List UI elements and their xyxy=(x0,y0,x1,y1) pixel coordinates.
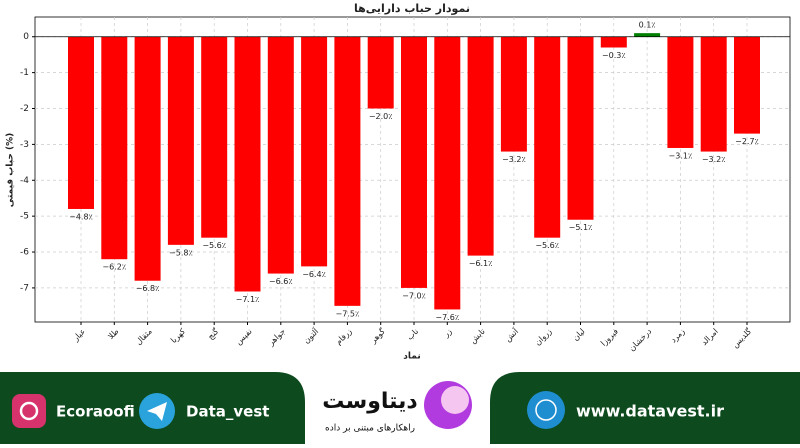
bar xyxy=(68,36,94,209)
instagram-icon xyxy=(12,394,46,428)
web-icon xyxy=(527,391,565,429)
value-label: −3.2٪ xyxy=(502,155,526,164)
value-label: −7.1٪ xyxy=(236,295,260,304)
x-axis-label: نماد xyxy=(403,352,420,362)
value-label: −3.1٪ xyxy=(669,151,693,160)
value-label: −7.5٪ xyxy=(336,309,360,318)
footer: Ecoraoofi Data_vest دیتاوست راهکارهای مب… xyxy=(0,368,800,444)
website: www.datavest.ir xyxy=(576,402,724,421)
bar xyxy=(267,36,294,274)
value-label: 0.1٪ xyxy=(639,21,656,30)
bar xyxy=(167,36,194,245)
bar xyxy=(134,36,161,281)
y-tick-label: -3 xyxy=(20,140,29,150)
web-icon-globe xyxy=(535,399,557,421)
value-label: −7.6٪ xyxy=(435,313,459,322)
bar xyxy=(234,36,261,292)
telegram-handle: Data_vest xyxy=(186,403,269,421)
value-label: −3.2٪ xyxy=(702,155,726,164)
plot-frame xyxy=(34,16,791,323)
footer-right-panel xyxy=(490,372,800,444)
bar xyxy=(667,36,694,148)
value-label: −6.8٪ xyxy=(136,284,160,293)
value-label: −7.0٪ xyxy=(402,291,426,300)
value-label: −5.6٪ xyxy=(202,241,226,250)
instagram-handle: Ecoraoofi xyxy=(56,403,135,421)
value-label: −6.4٪ xyxy=(302,270,326,279)
value-label: −5.6٪ xyxy=(535,241,559,250)
value-label: −2.0٪ xyxy=(369,112,393,121)
value-label: −6.6٪ xyxy=(269,277,293,286)
bar xyxy=(467,36,494,256)
bar xyxy=(700,36,727,152)
bar xyxy=(401,36,427,288)
y-tick-label: -7 xyxy=(20,283,29,293)
y-axis-label: حباب قیمتی (%) xyxy=(6,133,16,208)
brand-tagline: راهکارهای مبتنی بر داده xyxy=(325,424,415,434)
y-tick-label: -6 xyxy=(20,248,29,258)
brand-name: دیتاوست xyxy=(322,389,417,414)
bar xyxy=(567,36,594,220)
bar xyxy=(334,36,361,306)
value-label: −0.3٪ xyxy=(602,51,626,60)
value-label: −4.8٪ xyxy=(69,212,93,221)
value-label: −2.7٪ xyxy=(735,137,759,146)
y-tick-label: -1 xyxy=(20,68,29,78)
bar xyxy=(201,36,228,238)
bar xyxy=(434,36,461,310)
bar xyxy=(600,36,627,48)
bar xyxy=(101,36,128,260)
chart-title: نمودار حباب دارایی‌ها xyxy=(354,2,470,15)
y-tick-label: -2 xyxy=(20,104,29,114)
bar xyxy=(634,33,661,37)
bar xyxy=(367,36,394,109)
value-label: −6.1٪ xyxy=(469,259,493,268)
bar xyxy=(500,36,527,152)
bar xyxy=(301,36,328,267)
y-tick-label: -5 xyxy=(20,212,29,222)
telegram-icon-plane xyxy=(147,402,167,421)
bar xyxy=(534,36,561,238)
y-tick-label: 0 xyxy=(23,32,29,42)
value-label: −5.1٪ xyxy=(569,223,593,232)
value-label: −5.8٪ xyxy=(169,248,193,257)
y-tick-label: -4 xyxy=(20,176,29,186)
instagram-icon-lens xyxy=(19,401,39,421)
brand-logo-highlight xyxy=(441,386,469,414)
bar xyxy=(734,36,760,134)
value-label: −6.2٪ xyxy=(102,263,126,272)
